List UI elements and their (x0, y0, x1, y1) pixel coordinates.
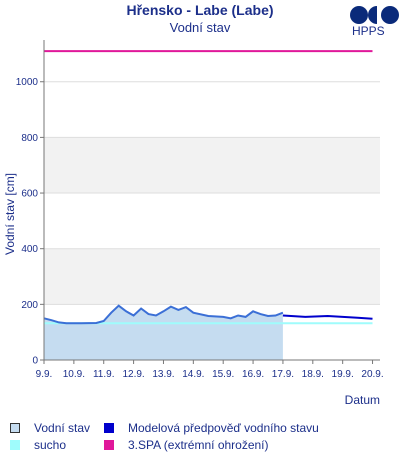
y-tick-label: 1000 (16, 77, 39, 88)
x-tick-label: 13.9. (152, 369, 174, 380)
legend-item: Modelová předpověď vodního stavu (104, 421, 319, 435)
x-tick-label: 14.9. (182, 369, 204, 380)
legend-swatch (104, 423, 114, 433)
x-tick-label: 18.9. (302, 369, 324, 380)
x-tick-label: 11.9. (93, 369, 115, 380)
chart-subtitle: Vodní stav (169, 20, 231, 35)
hpps-logo-icon (350, 6, 399, 24)
x-tick-label: 16.9. (242, 369, 264, 380)
chart-legend: Vodní stav Modelová předpověď vodního sta… (0, 418, 400, 460)
y-tick-label: 400 (21, 244, 38, 255)
grid-band (44, 137, 380, 194)
y-axis-title: Vodní stav [cm] (3, 173, 17, 255)
y-tick-label: 800 (21, 133, 38, 144)
chart-title: Hřensko - Labe (Labe) (126, 2, 274, 18)
legend-swatch (104, 440, 114, 450)
y-tick-label: 600 (21, 189, 38, 200)
legend-label: sucho (34, 438, 67, 452)
x-tick-label: 10.9. (63, 369, 85, 380)
legend-label: Vodní stav (34, 421, 91, 435)
x-axis-title: Datum (345, 393, 380, 407)
x-tick-label: 20.9. (361, 369, 383, 380)
series-area-0 (44, 305, 283, 360)
legend-item: 3.SPA (extrémní ohrožení) (104, 438, 269, 452)
x-tick-label: 9.9. (36, 369, 53, 380)
series-line-1 (282, 314, 373, 320)
legend-item: Vodní stav (10, 421, 90, 435)
legend-swatch (10, 423, 20, 433)
x-tick-label: 17.9. (272, 369, 294, 380)
y-tick-label: 200 (21, 300, 38, 311)
water-level-chart: 0 200 400 600 800 1000 9.9. 10.9. 11.9. 12.9. 13.9… (3, 40, 384, 407)
legend-label: Modelová předpověď vodního stavu (128, 421, 319, 435)
legend-label: 3.SPA (extrémní ohrožení) (128, 438, 269, 452)
x-tick-label: 12.9. (122, 369, 144, 380)
y-tick-label: 0 (32, 356, 38, 367)
x-tick-label: 19.9. (332, 369, 354, 380)
legend-swatch (10, 440, 20, 450)
grid-band (44, 248, 380, 305)
brand-label: HPPS (352, 24, 385, 38)
x-tick-label: 15.9. (212, 369, 234, 380)
series-line-0 (43, 304, 284, 325)
legend-item: sucho (10, 438, 66, 452)
